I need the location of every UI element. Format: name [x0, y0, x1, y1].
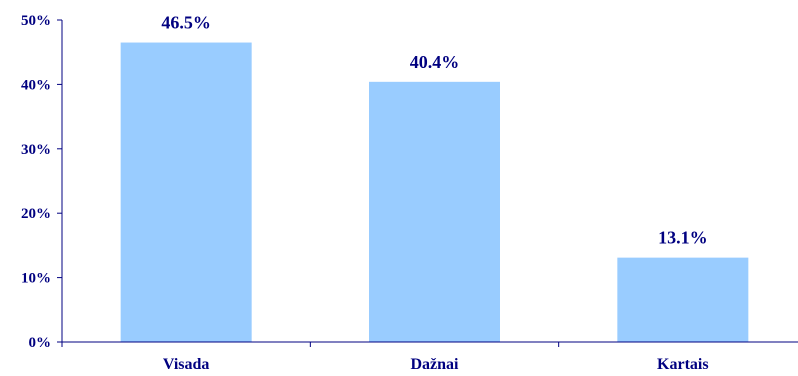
bars-group — [120, 42, 749, 342]
data-labels-group: 46.5% 40.4% 13.1% — [161, 13, 707, 248]
x-category-label-3: Kartais — [657, 356, 709, 373]
axes-group — [61, 20, 798, 343]
y-tick-label-5: 50% — [21, 13, 51, 29]
y-tick-label-3: 30% — [21, 142, 51, 158]
x-category-label-2: Dažnai — [411, 356, 460, 373]
data-label-3: 13.1% — [658, 228, 708, 248]
x-ticks-group: Visada Dažnai Kartais — [61, 342, 709, 373]
y-tick-label-2: 20% — [21, 206, 51, 222]
y-tick-label-0: 0% — [29, 335, 52, 351]
y-tick-label-4: 40% — [21, 77, 51, 93]
data-label-1: 46.5% — [161, 13, 211, 33]
x-category-label-1: Visada — [163, 356, 210, 373]
bar-2 — [369, 81, 500, 342]
y-tick-label-1: 10% — [21, 271, 51, 287]
y-ticks-group: 0% 10% 20% 30% 40% 50% — [21, 13, 62, 351]
bar-3 — [617, 257, 749, 342]
bar-1 — [120, 42, 252, 342]
data-label-2: 40.4% — [410, 52, 460, 72]
